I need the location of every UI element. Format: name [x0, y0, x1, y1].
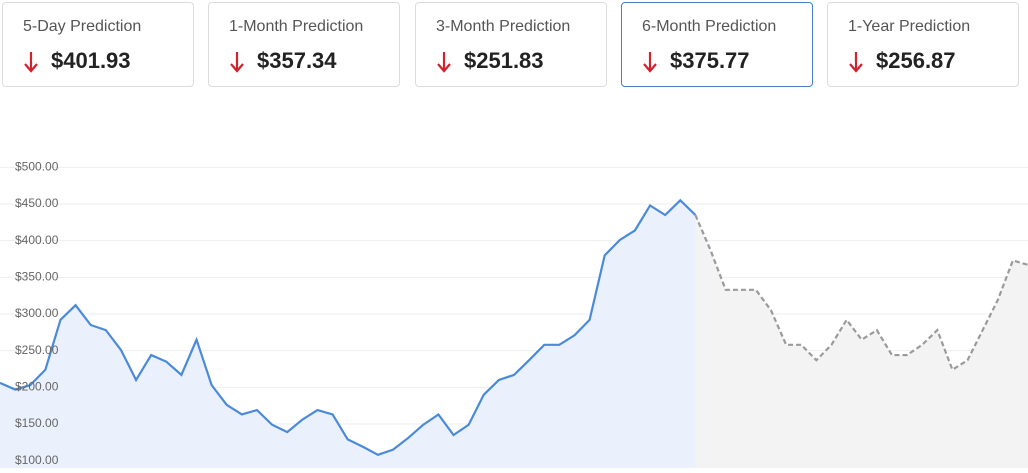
y-tick-label: $200.00 [15, 380, 59, 394]
prediction-card[interactable]: 6-Month Prediction $375.77 [621, 2, 813, 87]
prediction-card[interactable]: 3-Month Prediction $251.83 [415, 2, 607, 87]
card-label: 1-Year Prediction [848, 18, 971, 35]
prediction-card[interactable]: 1-Year Prediction $256.87 [827, 2, 1019, 87]
line [0, 198, 697, 456]
card-label: 1-Month Prediction [229, 18, 364, 35]
y-tick-label: $100.00 [15, 453, 59, 467]
area [695, 215, 1028, 468]
down-arrow-icon [643, 52, 657, 73]
down-arrow-icon [849, 52, 863, 73]
y-tick-label: $350.00 [15, 270, 59, 284]
y-tick-label: $300.00 [15, 306, 59, 320]
card-label: 6-Month Prediction [642, 18, 777, 35]
down-arrow-icon [230, 52, 244, 73]
card-label: 5-Day Prediction [23, 18, 142, 35]
y-tick-label: $500.00 [15, 160, 59, 174]
y-tick-label: $250.00 [15, 343, 59, 357]
card-value: $357.34 [257, 48, 337, 73]
prediction-card[interactable]: 1-Month Prediction $357.34 [208, 2, 400, 87]
prediction-card[interactable]: 5-Day Prediction $401.93 [2, 2, 194, 87]
card-label: 3-Month Prediction [436, 18, 571, 35]
y-tick-label: $400.00 [15, 233, 59, 247]
card-value: $251.83 [464, 48, 544, 73]
down-arrow-icon [24, 52, 38, 73]
area [0, 200, 696, 469]
y-tick-label: $450.00 [15, 196, 59, 210]
down-arrow-icon [437, 52, 451, 73]
line [694, 214, 1028, 372]
card-value: $375.77 [670, 48, 750, 73]
prediction-cards: 5-Day Prediction $401.93 1-Month Predictio… [0, 0, 1028, 92]
card-value: $401.93 [51, 48, 131, 73]
y-tick-label: $150.00 [15, 416, 59, 430]
card-value: $256.87 [876, 48, 956, 73]
